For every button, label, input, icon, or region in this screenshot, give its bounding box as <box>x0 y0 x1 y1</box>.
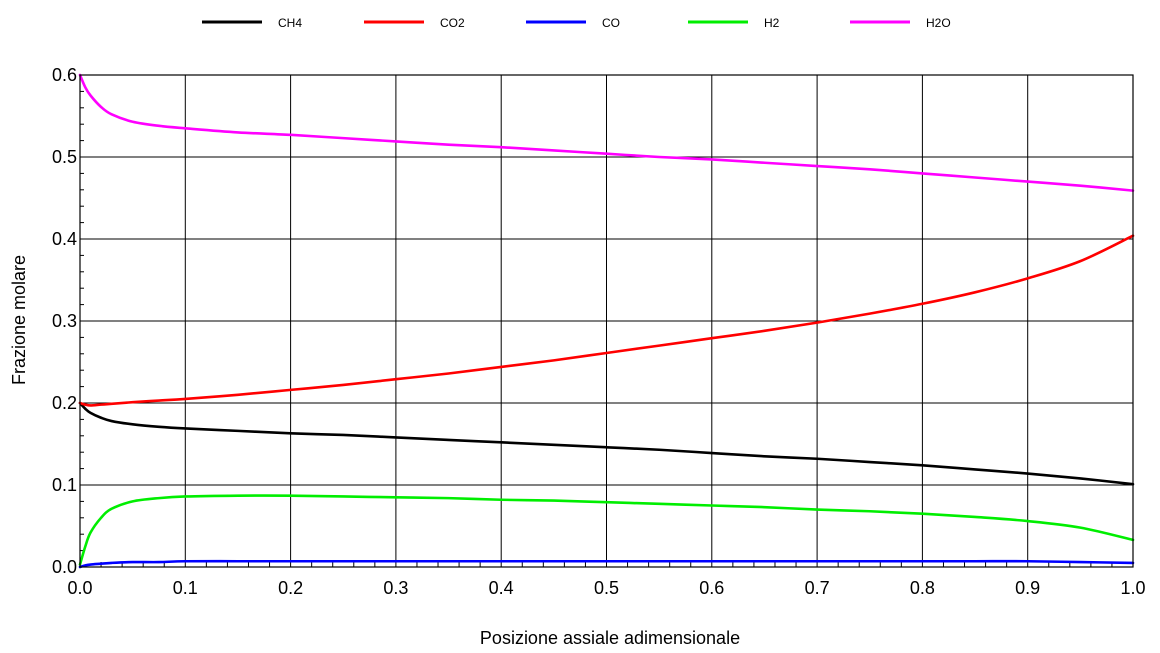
minor-ticks <box>80 90 1113 567</box>
y-tick-label-4: 0.4 <box>52 229 77 249</box>
series-line-h2o <box>78 73 1135 192</box>
legend-label: CO2 <box>440 16 465 30</box>
legend-label: CO <box>602 16 620 30</box>
y-tick-label-3: 0.3 <box>52 311 77 331</box>
x-tick-label-0: 0.0 <box>67 578 92 598</box>
series-line-co2 <box>78 234 1135 407</box>
x-axis-title: Posizione assiale adimensionale <box>480 628 740 648</box>
legend-item-co: CO <box>526 16 620 30</box>
y-tick-label-1: 0.1 <box>52 475 77 495</box>
legend-label: H2O <box>926 16 951 30</box>
x-tick-label-7: 0.7 <box>805 578 830 598</box>
plot-frame <box>79 74 1134 568</box>
x-tick-labels: 0.0 0.1 0.2 0.3 0.4 0.5 0.6 0.7 0.8 0.9 1.0 <box>67 578 1145 598</box>
x-tick-label-5: 0.5 <box>594 578 619 598</box>
x-tick-label-10: 1.0 <box>1120 578 1145 598</box>
y-axis-title: Frazione molare <box>9 255 29 385</box>
x-tick-label-6: 0.6 <box>699 578 724 598</box>
legend-item-h2o: H2O <box>850 16 951 30</box>
y-tick-labels: 0.0 0.1 0.2 0.3 0.4 0.5 0.6 <box>52 65 77 577</box>
series-line-ch4 <box>78 401 1135 486</box>
x-tick-label-3: 0.3 <box>383 578 408 598</box>
series-line-h2 <box>78 494 1135 566</box>
x-tick-label-4: 0.4 <box>489 578 514 598</box>
x-tick-label-2: 0.2 <box>278 578 303 598</box>
legend-item-co2: CO2 <box>364 16 465 30</box>
x-tick-label-1: 0.1 <box>173 578 198 598</box>
y-tick-label-2: 0.2 <box>52 393 77 413</box>
x-tick-label-8: 0.8 <box>910 578 935 598</box>
y-tick-label-6: 0.6 <box>52 65 77 85</box>
series-layer <box>78 73 1135 569</box>
legend-label: CH4 <box>278 16 302 30</box>
y-tick-label-0: 0.0 <box>52 557 77 577</box>
series-line-co <box>78 559 1135 569</box>
x-tick-label-9: 0.9 <box>1015 578 1040 598</box>
legend-item-h2: H2 <box>688 16 780 30</box>
legend: CH4 CO2 CO H2 H2O <box>202 16 951 30</box>
legend-label: H2 <box>764 16 780 30</box>
legend-item-ch4: CH4 <box>202 16 302 30</box>
y-tick-label-5: 0.5 <box>52 147 77 167</box>
